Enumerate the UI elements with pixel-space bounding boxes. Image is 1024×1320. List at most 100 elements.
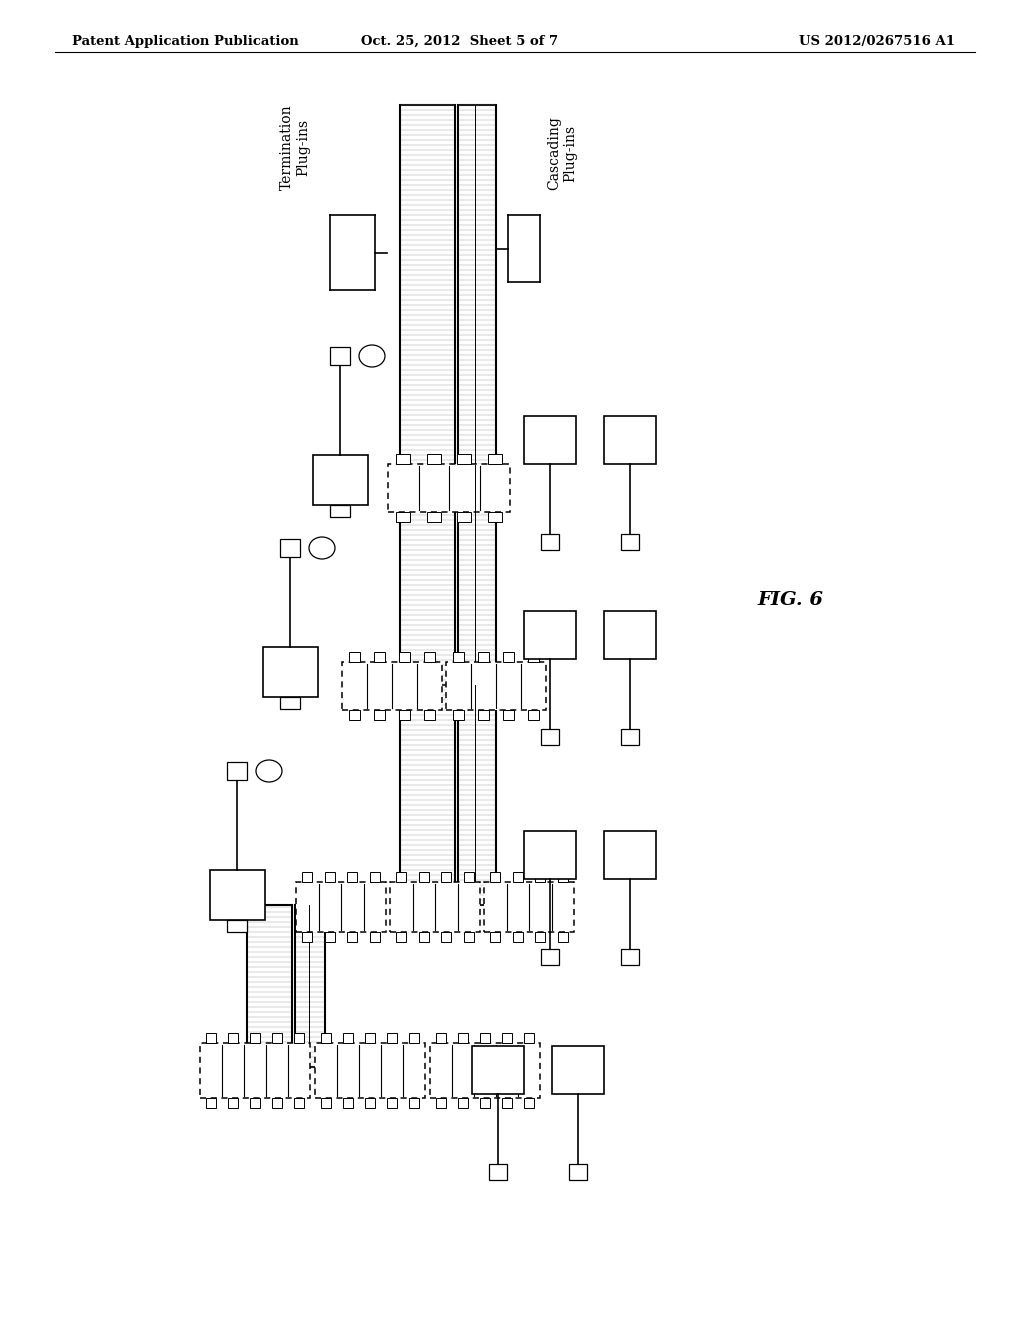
Bar: [228, 1034, 238, 1043]
Bar: [490, 873, 501, 882]
Bar: [502, 1034, 512, 1043]
Bar: [388, 465, 510, 512]
Text: Termination
Plug-ins: Termination Plug-ins: [280, 104, 310, 190]
Bar: [206, 1098, 216, 1107]
Bar: [294, 1034, 304, 1043]
Bar: [427, 512, 440, 521]
Bar: [409, 1098, 419, 1107]
Bar: [370, 873, 380, 882]
Bar: [453, 710, 464, 719]
Bar: [330, 506, 350, 517]
Bar: [513, 873, 523, 882]
Bar: [541, 729, 559, 744]
Bar: [484, 882, 574, 932]
Bar: [315, 1043, 425, 1098]
Bar: [478, 652, 489, 663]
Bar: [272, 1034, 282, 1043]
Bar: [430, 1043, 540, 1098]
Bar: [396, 512, 411, 521]
Bar: [396, 873, 407, 882]
Bar: [365, 1098, 375, 1107]
Bar: [210, 870, 264, 920]
Bar: [604, 416, 656, 465]
Bar: [458, 465, 496, 685]
Bar: [227, 920, 247, 932]
Bar: [400, 106, 455, 465]
Bar: [280, 697, 300, 709]
Bar: [513, 932, 523, 942]
Bar: [302, 932, 312, 942]
Bar: [458, 512, 471, 521]
Bar: [272, 1098, 282, 1107]
Bar: [621, 729, 639, 744]
Bar: [464, 932, 474, 942]
Bar: [489, 1164, 507, 1180]
Bar: [458, 685, 496, 906]
Bar: [441, 932, 452, 942]
Bar: [399, 652, 411, 663]
Text: Patent Application Publication: Patent Application Publication: [72, 36, 299, 48]
Bar: [250, 1034, 260, 1043]
Bar: [490, 932, 501, 942]
Bar: [296, 882, 386, 932]
Bar: [262, 647, 317, 697]
Bar: [330, 347, 350, 366]
Bar: [524, 416, 575, 465]
Bar: [524, 611, 575, 659]
Bar: [558, 932, 568, 942]
Bar: [325, 873, 335, 882]
Bar: [604, 832, 656, 879]
Bar: [536, 932, 546, 942]
Bar: [458, 1034, 468, 1043]
Bar: [536, 873, 546, 882]
Bar: [528, 710, 539, 719]
Bar: [480, 1098, 489, 1107]
Bar: [399, 710, 411, 719]
Bar: [227, 762, 247, 780]
Bar: [349, 710, 360, 719]
Bar: [621, 535, 639, 550]
Bar: [325, 932, 335, 942]
Bar: [541, 949, 559, 965]
Bar: [569, 1164, 587, 1180]
Bar: [424, 652, 435, 663]
Bar: [312, 455, 368, 506]
Bar: [400, 685, 455, 906]
Bar: [478, 710, 489, 719]
Bar: [419, 932, 429, 942]
Bar: [295, 906, 325, 1067]
Ellipse shape: [359, 345, 385, 367]
Bar: [552, 1045, 604, 1094]
Bar: [347, 873, 357, 882]
Text: FIG. 6: FIG. 6: [757, 591, 823, 609]
Bar: [427, 454, 440, 465]
Text: Oct. 25, 2012  Sheet 5 of 7: Oct. 25, 2012 Sheet 5 of 7: [361, 36, 558, 48]
Bar: [541, 535, 559, 550]
Bar: [453, 652, 464, 663]
Bar: [396, 454, 411, 465]
Bar: [458, 454, 471, 465]
Bar: [441, 873, 452, 882]
Bar: [400, 465, 455, 685]
Bar: [464, 873, 474, 882]
Bar: [419, 873, 429, 882]
Bar: [365, 1034, 375, 1043]
Ellipse shape: [256, 760, 282, 781]
Bar: [347, 932, 357, 942]
Bar: [228, 1098, 238, 1107]
Bar: [503, 710, 514, 719]
Bar: [374, 652, 385, 663]
Bar: [387, 1034, 397, 1043]
Bar: [458, 106, 496, 465]
Bar: [604, 611, 656, 659]
Bar: [342, 663, 442, 710]
Bar: [322, 1098, 331, 1107]
Bar: [247, 906, 292, 1067]
Bar: [558, 873, 568, 882]
Bar: [302, 873, 312, 882]
Bar: [621, 949, 639, 965]
Ellipse shape: [309, 537, 335, 558]
Bar: [374, 710, 385, 719]
Bar: [280, 539, 300, 557]
Text: US 2012/0267516 A1: US 2012/0267516 A1: [799, 36, 955, 48]
